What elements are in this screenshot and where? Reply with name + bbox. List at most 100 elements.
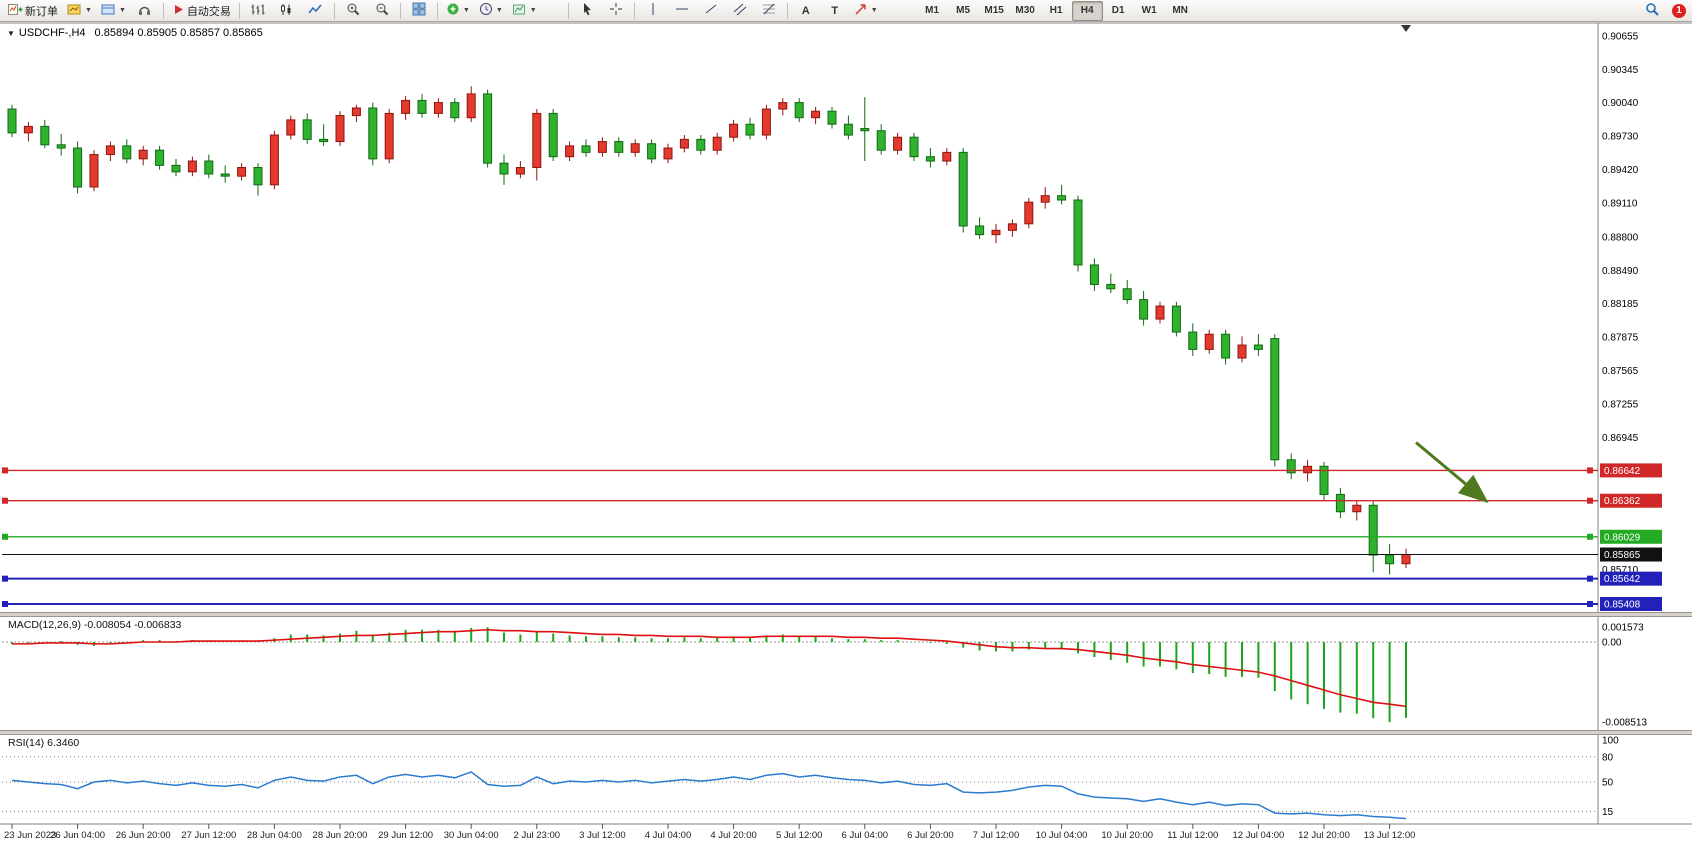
search-icon xyxy=(1645,2,1659,19)
tile-windows-button[interactable] xyxy=(405,1,433,21)
indicators-button[interactable]: ▼ xyxy=(442,1,474,21)
collapse-triangle-icon[interactable]: ▼ xyxy=(7,29,15,38)
timeframe-m30-button[interactable]: M30 xyxy=(1015,5,1035,16)
cursor-button[interactable] xyxy=(573,1,601,21)
macd-name: MACD(12,26,9) xyxy=(8,619,81,631)
svg-text:4 Jul 04:00: 4 Jul 04:00 xyxy=(645,830,691,841)
macd-label: MACD(12,26,9) -0.008054 -0.006833 xyxy=(8,619,181,631)
panel-separator-macd-rsi[interactable] xyxy=(0,730,1692,735)
timeframe-h1-button[interactable]: H1 xyxy=(1049,5,1063,16)
svg-text:0.85642: 0.85642 xyxy=(1604,574,1641,585)
timeframe-m5-button[interactable]: M5 xyxy=(956,5,971,16)
rsi-label: RSI(14) 6.3460 xyxy=(8,737,79,749)
market-button[interactable] xyxy=(131,1,159,21)
svg-text:26 Jun 20:00: 26 Jun 20:00 xyxy=(116,830,171,841)
svg-text:6 Jul 04:00: 6 Jul 04:00 xyxy=(842,830,888,841)
line-chart-button[interactable] xyxy=(302,1,330,21)
candlestick-chart-button[interactable] xyxy=(273,1,301,21)
zoom-out-button[interactable] xyxy=(368,1,396,21)
search-button[interactable] xyxy=(1638,1,1666,21)
ohlc-values: 0.85894 0.85905 0.85857 0.85865 xyxy=(94,27,263,39)
templates-button[interactable]: ▼ xyxy=(508,1,541,21)
svg-text:2 Jul 23:00: 2 Jul 23:00 xyxy=(514,830,560,841)
notification-badge[interactable]: 1 xyxy=(1672,3,1686,18)
new-order-button[interactable]: 新订单 xyxy=(4,1,62,21)
price-tag xyxy=(1600,547,1662,562)
svg-text:0.89730: 0.89730 xyxy=(1602,132,1639,143)
horizontal-line-button[interactable] xyxy=(668,1,696,21)
hline-0.85865[interactable]: 0.85865 xyxy=(2,547,1662,562)
template-icon xyxy=(512,3,527,19)
svg-text:12 Jul 04:00: 12 Jul 04:00 xyxy=(1233,830,1285,841)
profiles-button[interactable]: ▼ xyxy=(97,1,130,21)
svg-text:0.85865: 0.85865 xyxy=(1604,550,1641,561)
macd-panel: 0.001573 0.00 -0.008513 xyxy=(2,623,1647,729)
price-axis: 0.90655 0.90345 0.90040 0.89730 0.89420 0.891… xyxy=(1602,32,1639,576)
timeframe-d1-button[interactable]: D1 xyxy=(1111,5,1125,16)
hline-0.86642[interactable]: 0.86642 xyxy=(2,463,1662,478)
clock-icon xyxy=(479,2,493,19)
svg-text:5 Jul 12:00: 5 Jul 12:00 xyxy=(776,830,822,841)
chevron-down-icon: ▼ xyxy=(495,7,503,14)
bar-chart-button[interactable] xyxy=(244,1,272,21)
timeframe-h4-button[interactable]: H4 xyxy=(1071,0,1103,21)
trend-arrow-annotation[interactable] xyxy=(1415,441,1489,504)
chart-shift-marker xyxy=(1401,25,1411,32)
timeframe-m15-button[interactable]: M15 xyxy=(984,5,1004,16)
svg-text:0.89110: 0.89110 xyxy=(1602,199,1638,210)
svg-text:0.87875: 0.87875 xyxy=(1602,332,1639,343)
svg-text:23 Jun 2023: 23 Jun 2023 xyxy=(4,830,56,841)
charts-button[interactable]: ▼ xyxy=(63,1,96,21)
vertical-line-button[interactable] xyxy=(639,1,667,21)
rsi-name: RSI(14) xyxy=(8,737,45,749)
price-tag xyxy=(1600,463,1662,478)
toolbar-separator xyxy=(399,2,401,19)
svg-text:50: 50 xyxy=(1602,778,1614,789)
hline-0.85642[interactable]: 0.85642 xyxy=(2,571,1662,586)
svg-text:0.85710: 0.85710 xyxy=(1602,565,1639,576)
hline-0.86362[interactable]: 0.86362 xyxy=(2,493,1662,508)
profiles-icon xyxy=(101,3,116,19)
svg-text:12 Jul 20:00: 12 Jul 20:00 xyxy=(1298,830,1350,841)
equidistant-channel-button[interactable] xyxy=(726,1,754,21)
svg-text:10 Jul 04:00: 10 Jul 04:00 xyxy=(1036,830,1088,841)
timeframe-m1-button[interactable]: M1 xyxy=(925,5,940,16)
hline-0.85408[interactable]: 0.85408 xyxy=(2,596,1662,611)
arrows-tool-button[interactable]: ▼ xyxy=(850,1,882,21)
chevron-down-icon: ▼ xyxy=(529,7,537,14)
zoom-out-icon xyxy=(375,2,389,19)
timeframe-mn-button[interactable]: MN xyxy=(1172,5,1188,16)
auto-trading-button[interactable]: 自动交易 xyxy=(168,1,235,21)
crosshair-button[interactable] xyxy=(602,1,630,21)
zoom-in-button[interactable] xyxy=(339,1,367,21)
timeframe-w1-button[interactable]: W1 xyxy=(1141,5,1157,16)
svg-text:0.85408: 0.85408 xyxy=(1604,599,1641,610)
chevron-down-icon: ▼ xyxy=(85,7,92,14)
toolbar-separator xyxy=(436,2,438,19)
svg-text:100: 100 xyxy=(1602,736,1619,747)
svg-text:0.001573: 0.001573 xyxy=(1602,623,1644,634)
panel-separator-main-macd[interactable] xyxy=(0,612,1692,617)
svg-text:0.87255: 0.87255 xyxy=(1602,400,1639,411)
text-label-button[interactable]: T xyxy=(831,4,839,17)
svg-text:0.86642: 0.86642 xyxy=(1604,466,1641,477)
hline-0.86029[interactable]: 0.86029 xyxy=(2,529,1662,544)
chevron-down-icon: ▼ xyxy=(118,7,126,14)
svg-text:13 Jul 12:00: 13 Jul 12:00 xyxy=(1364,830,1416,841)
svg-text:80: 80 xyxy=(1602,752,1614,763)
svg-text:28 Jun 04:00: 28 Jun 04:00 xyxy=(247,830,302,841)
svg-text:0.00: 0.00 xyxy=(1602,638,1622,649)
text-tool-button[interactable]: A xyxy=(801,4,810,17)
trendline-button[interactable] xyxy=(697,1,725,21)
periods-button[interactable]: ▼ xyxy=(475,1,507,21)
fibonacci-button[interactable] xyxy=(755,1,783,21)
auto-trading-label: 自动交易 xyxy=(186,5,231,18)
price-tag xyxy=(1600,493,1662,508)
svg-text:0.88490: 0.88490 xyxy=(1602,266,1639,277)
svg-text:4 Jul 20:00: 4 Jul 20:00 xyxy=(710,830,756,841)
crosshair-icon xyxy=(609,2,623,19)
candlestick-series xyxy=(7,86,1411,575)
